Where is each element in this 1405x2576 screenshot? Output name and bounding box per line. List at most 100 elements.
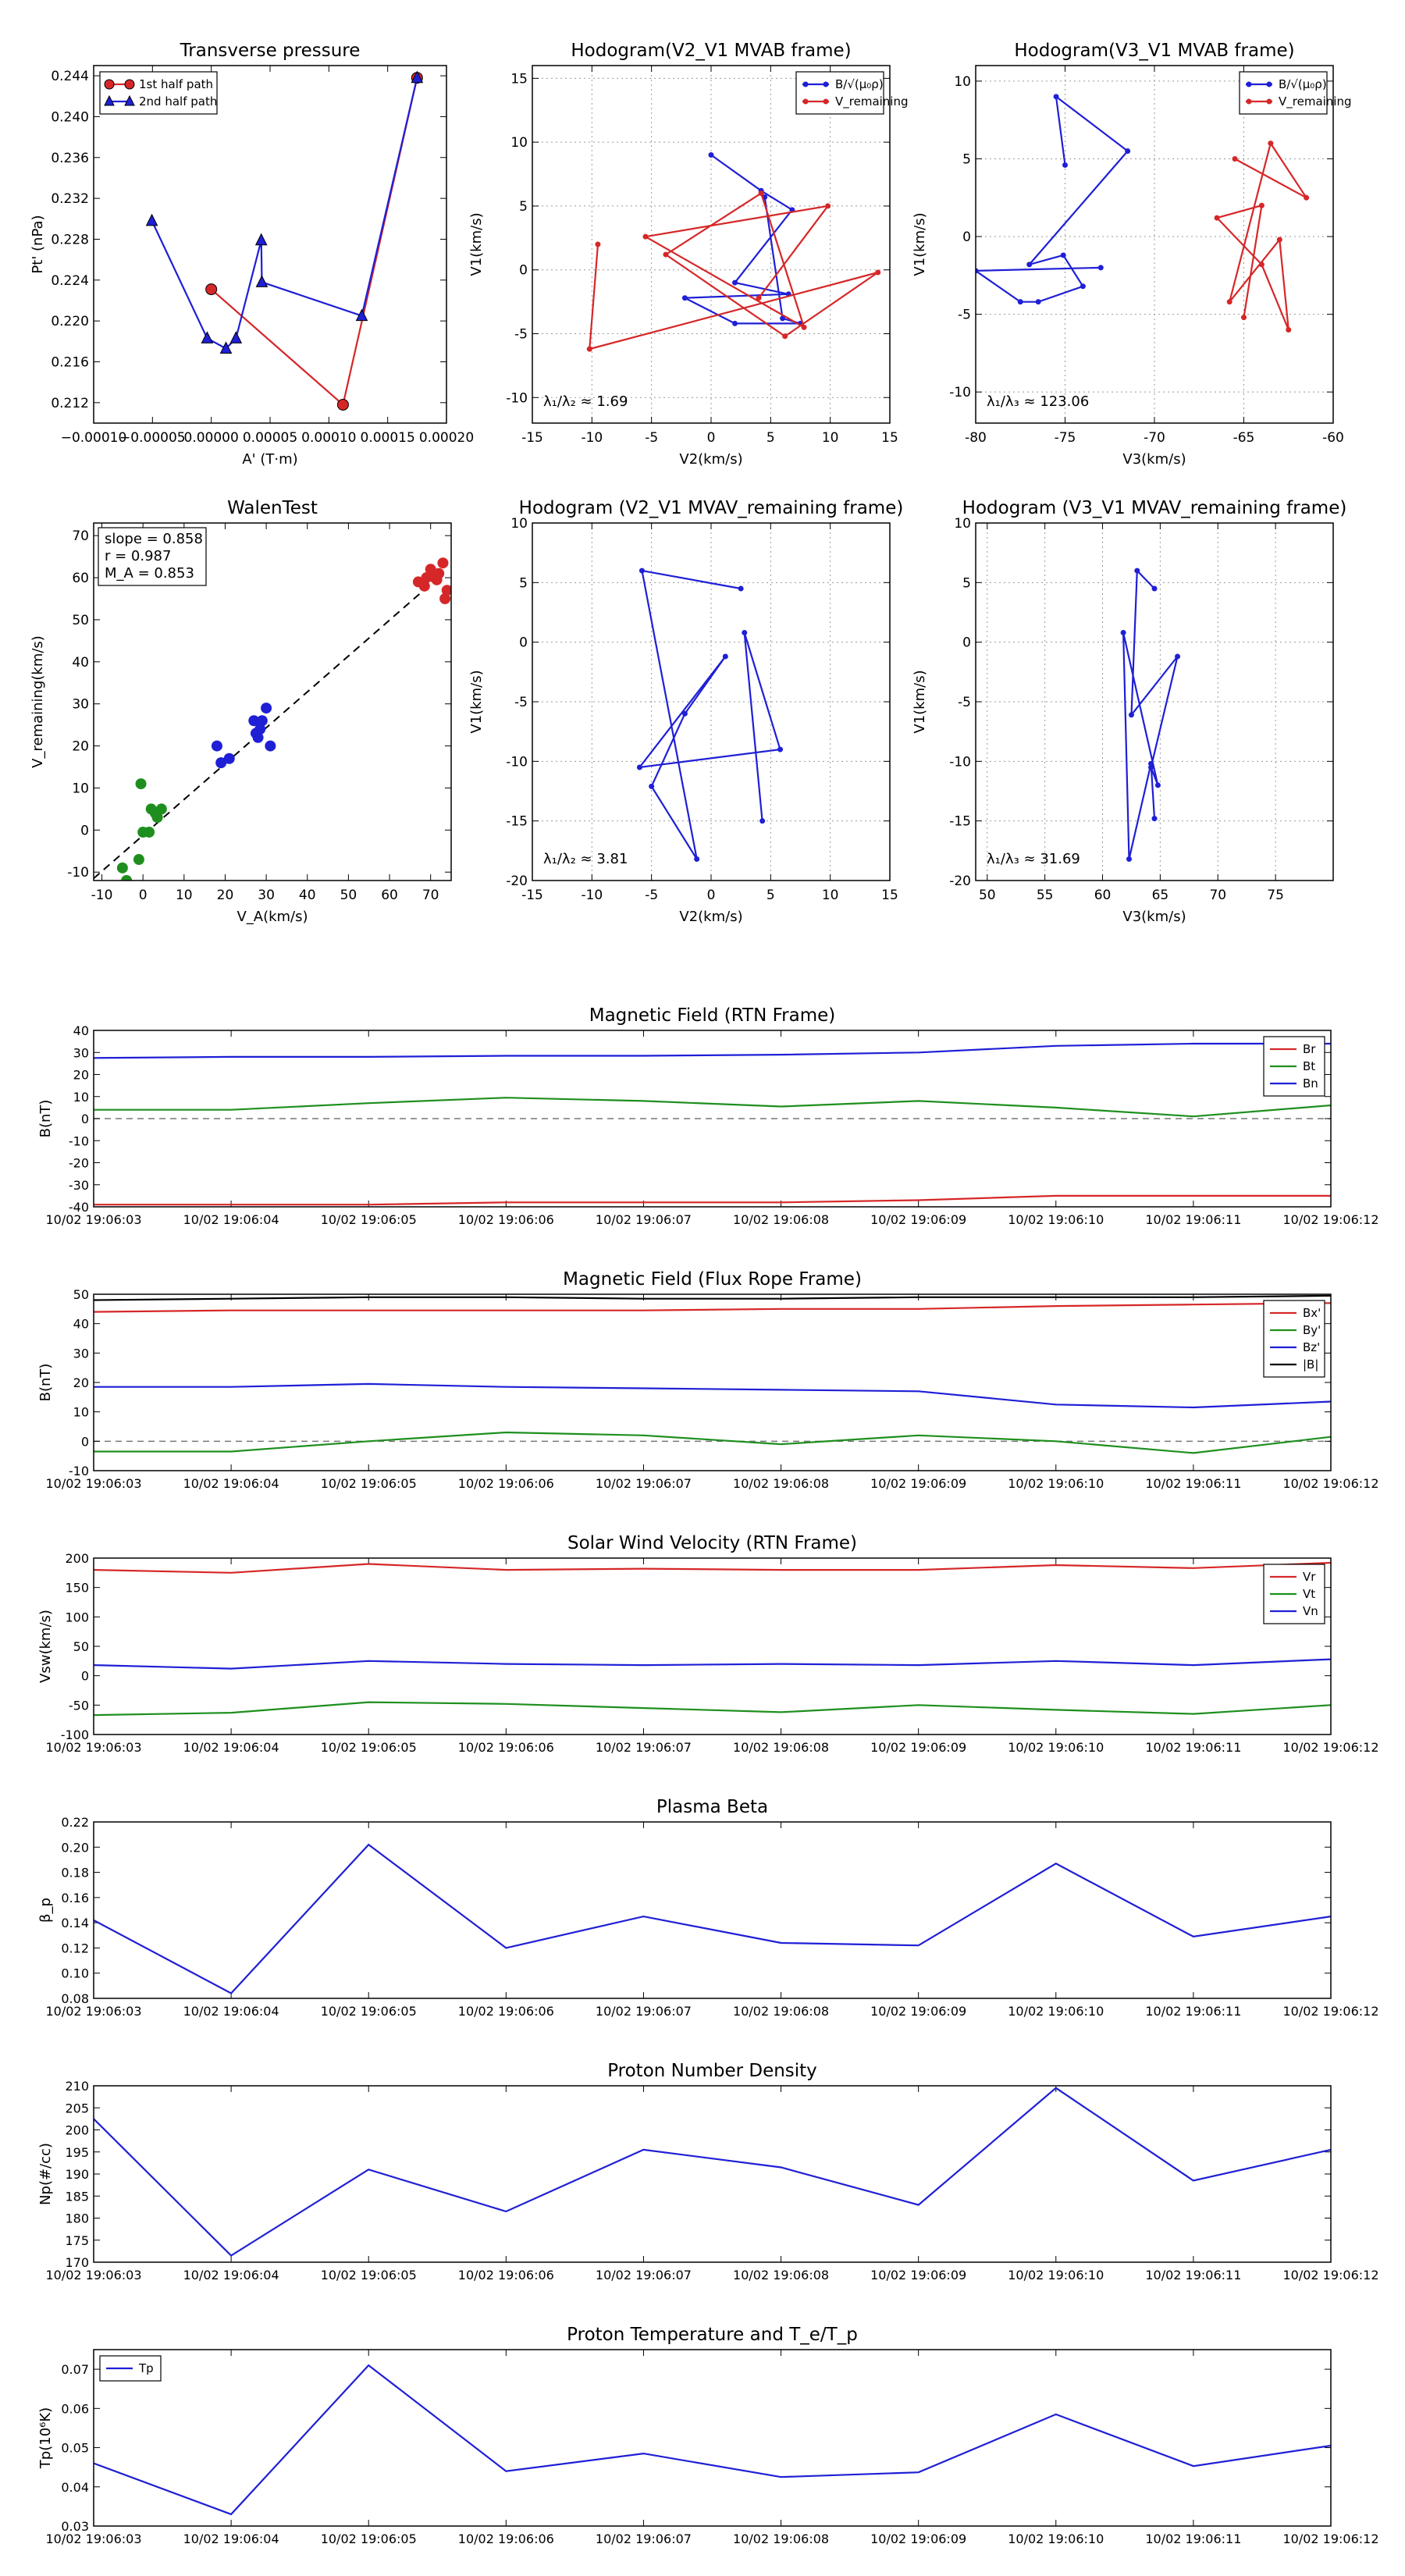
data-point [336,398,349,411]
plot-area [586,152,881,352]
stats-text: r = 0.987 [105,548,171,564]
series-Vr [94,1561,1331,1574]
y-tick-label: 5 [519,199,528,215]
series-Br [94,1194,1331,1206]
y-tick-label: 0.06 [61,2401,89,2416]
data-point [825,203,831,209]
chart-title: Magnetic Field (Flux Rope Frame) [563,1269,862,1290]
y-tick-label: 15 [510,71,528,87]
series-By_ [94,1431,1331,1454]
y-axis-label: Tp(10⁶K) [37,2407,54,2469]
x-tick-label: 10/02 19:06:08 [733,2532,829,2546]
data-point [875,269,881,276]
y-tick-label: -10 [69,1133,89,1148]
y-tick-label: -5 [514,695,528,710]
data-point [1175,653,1181,660]
data-point [732,320,738,326]
chart-tp: Transverse pressure−0.00010−0.000050.000… [30,41,474,468]
legend: Bx' By' Bz' |B| [1263,1300,1325,1378]
x-tick-label: 10/02 19:06:10 [1008,2268,1104,2282]
x-tick-label: 10/02 19:06:07 [596,2268,692,2282]
x-axis-label: V3(km/s) [1122,451,1186,468]
y-tick-label: 10 [954,74,971,90]
y-tick-label: 0.22 [61,1815,89,1830]
stats-text: M_A = 0.853 [105,565,194,582]
data-point [223,753,235,764]
axes-frame [532,522,891,881]
legend-label: Vr [1303,1570,1316,1584]
legend-marker [1266,98,1272,105]
y-tick-label: 0.10 [61,1966,89,1981]
data-point [425,564,436,575]
chart-hodo2: Hodogram(V3_V1 MVAB frame) -80 -75 -70 -65 -6… [912,41,1352,468]
data-point [1258,202,1264,208]
x-tick-label: 0.00005 [243,430,297,446]
x-tick-label: -75 [1055,430,1076,446]
x-tick-label: 10/02 19:06:09 [870,2004,966,2019]
axes-frame [93,65,447,424]
data-point [1134,568,1140,574]
x-tick-label: 10/02 19:06:12 [1282,2268,1378,2282]
y-tick-label: 0.220 [51,314,89,329]
y-tick-label: -15 [506,814,528,830]
series-beta [94,1843,1331,1994]
legend-label: V_remaining [1279,94,1352,109]
x-tick-label: 10/02 19:06:09 [870,1740,966,1755]
x-axis-label: V2(km/s) [679,909,742,925]
y-tick-label: 0.212 [51,396,89,411]
legend-marker [104,94,115,106]
data-point [437,557,449,569]
data-point [756,295,762,301]
data-point [1286,327,1292,333]
data-point [801,324,807,330]
y-tick-label: -5 [514,327,528,343]
y-tick-label: 0.08 [61,1991,89,2006]
data-point [1026,262,1033,268]
y-tick-label: 0.18 [61,1866,89,1880]
data-point [1120,629,1126,635]
y-tick-label: 150 [65,1581,89,1596]
x-tick-label: 20 [217,888,234,903]
data-point [144,827,155,838]
y-tick-label: 30 [73,1346,89,1361]
data-point [1080,283,1086,290]
x-tick-label: 10/02 19:06:12 [1282,2004,1378,2019]
x-tick-label: 10 [822,430,839,446]
data-point [681,710,688,717]
x-tick-label: 10 [176,888,193,903]
series-Vn [94,1658,1331,1670]
x-tick-label: 10/02 19:06:03 [45,1740,141,1755]
x-tick-label: 10/02 19:06:05 [321,2268,417,2282]
y-tick-label: 190 [65,2167,89,2182]
x-tick-label: -10 [91,888,113,903]
x-tick-label: -10 [581,430,603,446]
x-tick-label: 0.00020 [419,430,474,446]
series-line [94,2087,1331,2257]
axes-frame [93,2085,1332,2263]
x-tick-label: 10/02 19:06:06 [458,2532,554,2546]
y-tick-label: 200 [65,1551,89,1566]
series-line [94,1382,1331,1409]
x-axis-label: A' (T·m) [242,451,297,468]
x-tick-label: 10/02 19:06:08 [733,1740,829,1755]
legend-label: Tp [138,2361,154,2375]
data-point [681,295,688,301]
y-tick-label: 180 [65,2211,89,2226]
data-point [121,875,133,881]
legend-label: B/√(μ₀ρ) [835,77,884,91]
x-axis-label: V2(km/s) [679,451,742,468]
data-point [759,818,766,824]
y-tick-label: 0 [519,263,528,279]
legend-label: Bn [1303,1076,1318,1091]
x-tick-label: 10/02 19:06:05 [321,1212,417,1227]
x-tick-label: 10/02 19:06:06 [458,1476,554,1491]
y-tick-label: 10 [510,135,528,151]
legend-label: Bt [1303,1059,1315,1073]
legend-box [1239,71,1328,115]
y-tick-label: 0.236 [51,151,89,166]
x-tick-label: 10/02 19:06:11 [1145,2004,1241,2019]
x-tick-label: 10/02 19:06:11 [1145,2268,1241,2282]
y-tick-label: -10 [506,390,528,406]
series-line [210,77,418,407]
annotation: λ₁/λ₃ ≈ 123.06 [987,393,1089,410]
